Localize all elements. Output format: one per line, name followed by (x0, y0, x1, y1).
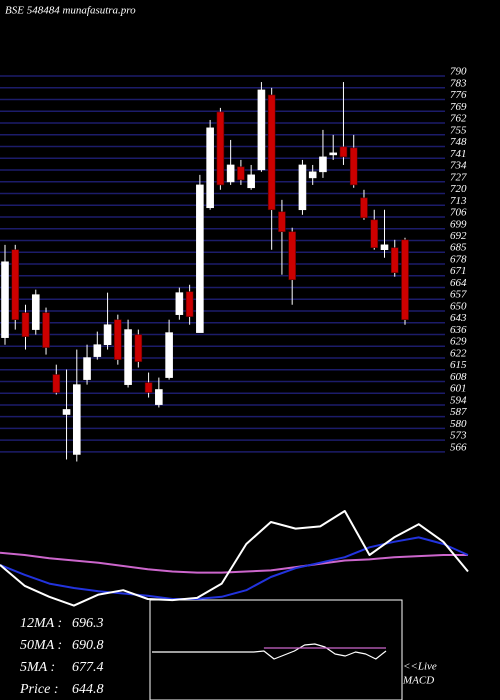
candle-body (175, 292, 184, 315)
y-tick-label: 671 (450, 265, 467, 277)
candle-body (360, 197, 368, 219)
y-tick-label: 741 (450, 148, 467, 160)
candle-body (339, 146, 348, 158)
stat-label: 5MA : (20, 660, 55, 675)
y-tick-label: 664 (450, 277, 467, 289)
stat-label: 12MA : (20, 616, 62, 631)
y-tick-label: 762 (450, 113, 467, 125)
indicator-line (0, 536, 469, 600)
candle-body (226, 164, 235, 183)
indicator-line (0, 510, 469, 607)
y-tick-label: 755 (450, 124, 467, 136)
candle-body (257, 89, 266, 171)
candle-body (278, 211, 286, 233)
macd-label: <<Live (403, 661, 437, 673)
candle-body (124, 329, 132, 385)
candle-body (31, 294, 40, 330)
candle-body (93, 344, 102, 357)
y-tick-label: 650 (450, 300, 467, 312)
candle-body (103, 324, 112, 345)
candle-body (319, 156, 327, 173)
candle-body (401, 239, 409, 320)
y-tick-label: 566 (450, 441, 467, 453)
y-tick-label: 587 (450, 406, 467, 418)
candle-body (72, 384, 81, 455)
candle-body (185, 291, 194, 317)
candle-body (42, 312, 50, 348)
y-tick-label: 769 (450, 101, 467, 113)
y-tick-label: 629 (450, 336, 467, 348)
y-tick-label: 713 (450, 195, 467, 207)
candle-body (165, 332, 173, 378)
stat-label: Price : (19, 682, 58, 697)
y-tick-label: 727 (450, 171, 467, 183)
candle-body (267, 94, 276, 211)
candle-body (216, 111, 225, 186)
y-tick-label: 608 (450, 371, 467, 383)
indicator-line (152, 643, 387, 660)
stat-value: 677.4 (72, 660, 104, 675)
macd-box (149, 599, 403, 700)
stat-label: 50MA : (20, 638, 62, 653)
candle-body (237, 166, 245, 181)
stat-value: 696.3 (72, 616, 104, 631)
candle-body (155, 389, 163, 405)
indicator-line (0, 551, 468, 574)
candle-body (196, 184, 204, 333)
candle-body (21, 312, 30, 337)
y-tick-label: 622 (450, 347, 467, 359)
y-tick-label: 776 (450, 89, 467, 101)
candle-body (247, 174, 255, 189)
macd-title: MACD (402, 675, 434, 687)
candle-body (329, 152, 338, 156)
candle-body (1, 261, 9, 338)
y-tick-label: 748 (450, 136, 467, 148)
candle-body (62, 409, 71, 415)
y-tick-label: 594 (450, 394, 467, 406)
y-tick-label: 601 (450, 383, 467, 395)
stat-value: 644.8 (72, 682, 104, 697)
y-tick-label: 699 (450, 218, 467, 230)
stat-value: 690.8 (72, 638, 104, 653)
candle-body (144, 382, 153, 393)
candle-body (11, 249, 20, 320)
y-tick-label: 734 (450, 160, 467, 172)
y-tick-label: 580 (450, 418, 467, 430)
y-tick-label: 573 (450, 430, 467, 442)
candle-body (52, 374, 61, 393)
y-tick-label: 615 (450, 359, 467, 371)
candle-body (390, 247, 399, 273)
candle-body (288, 231, 296, 281)
candle-body (134, 334, 143, 362)
y-tick-label: 636 (450, 324, 467, 336)
y-tick-label: 657 (450, 289, 467, 301)
candle-body (114, 319, 122, 360)
chart-title: BSE 548484 munafasutra.pro (5, 5, 136, 17)
candle-body (298, 164, 307, 211)
candle-body (349, 147, 358, 186)
y-tick-label: 685 (450, 242, 467, 254)
y-tick-label: 678 (450, 253, 467, 265)
y-tick-label: 643 (450, 312, 467, 324)
candle-body (370, 219, 379, 248)
candle-body (206, 127, 214, 209)
candle-body (83, 357, 91, 380)
y-tick-label: 783 (450, 77, 467, 89)
y-tick-label: 706 (450, 207, 467, 219)
y-tick-label: 692 (450, 230, 467, 242)
y-tick-label: 790 (450, 66, 467, 78)
candle-body (380, 244, 389, 250)
y-tick-label: 720 (450, 183, 467, 195)
candle-body (308, 171, 317, 179)
